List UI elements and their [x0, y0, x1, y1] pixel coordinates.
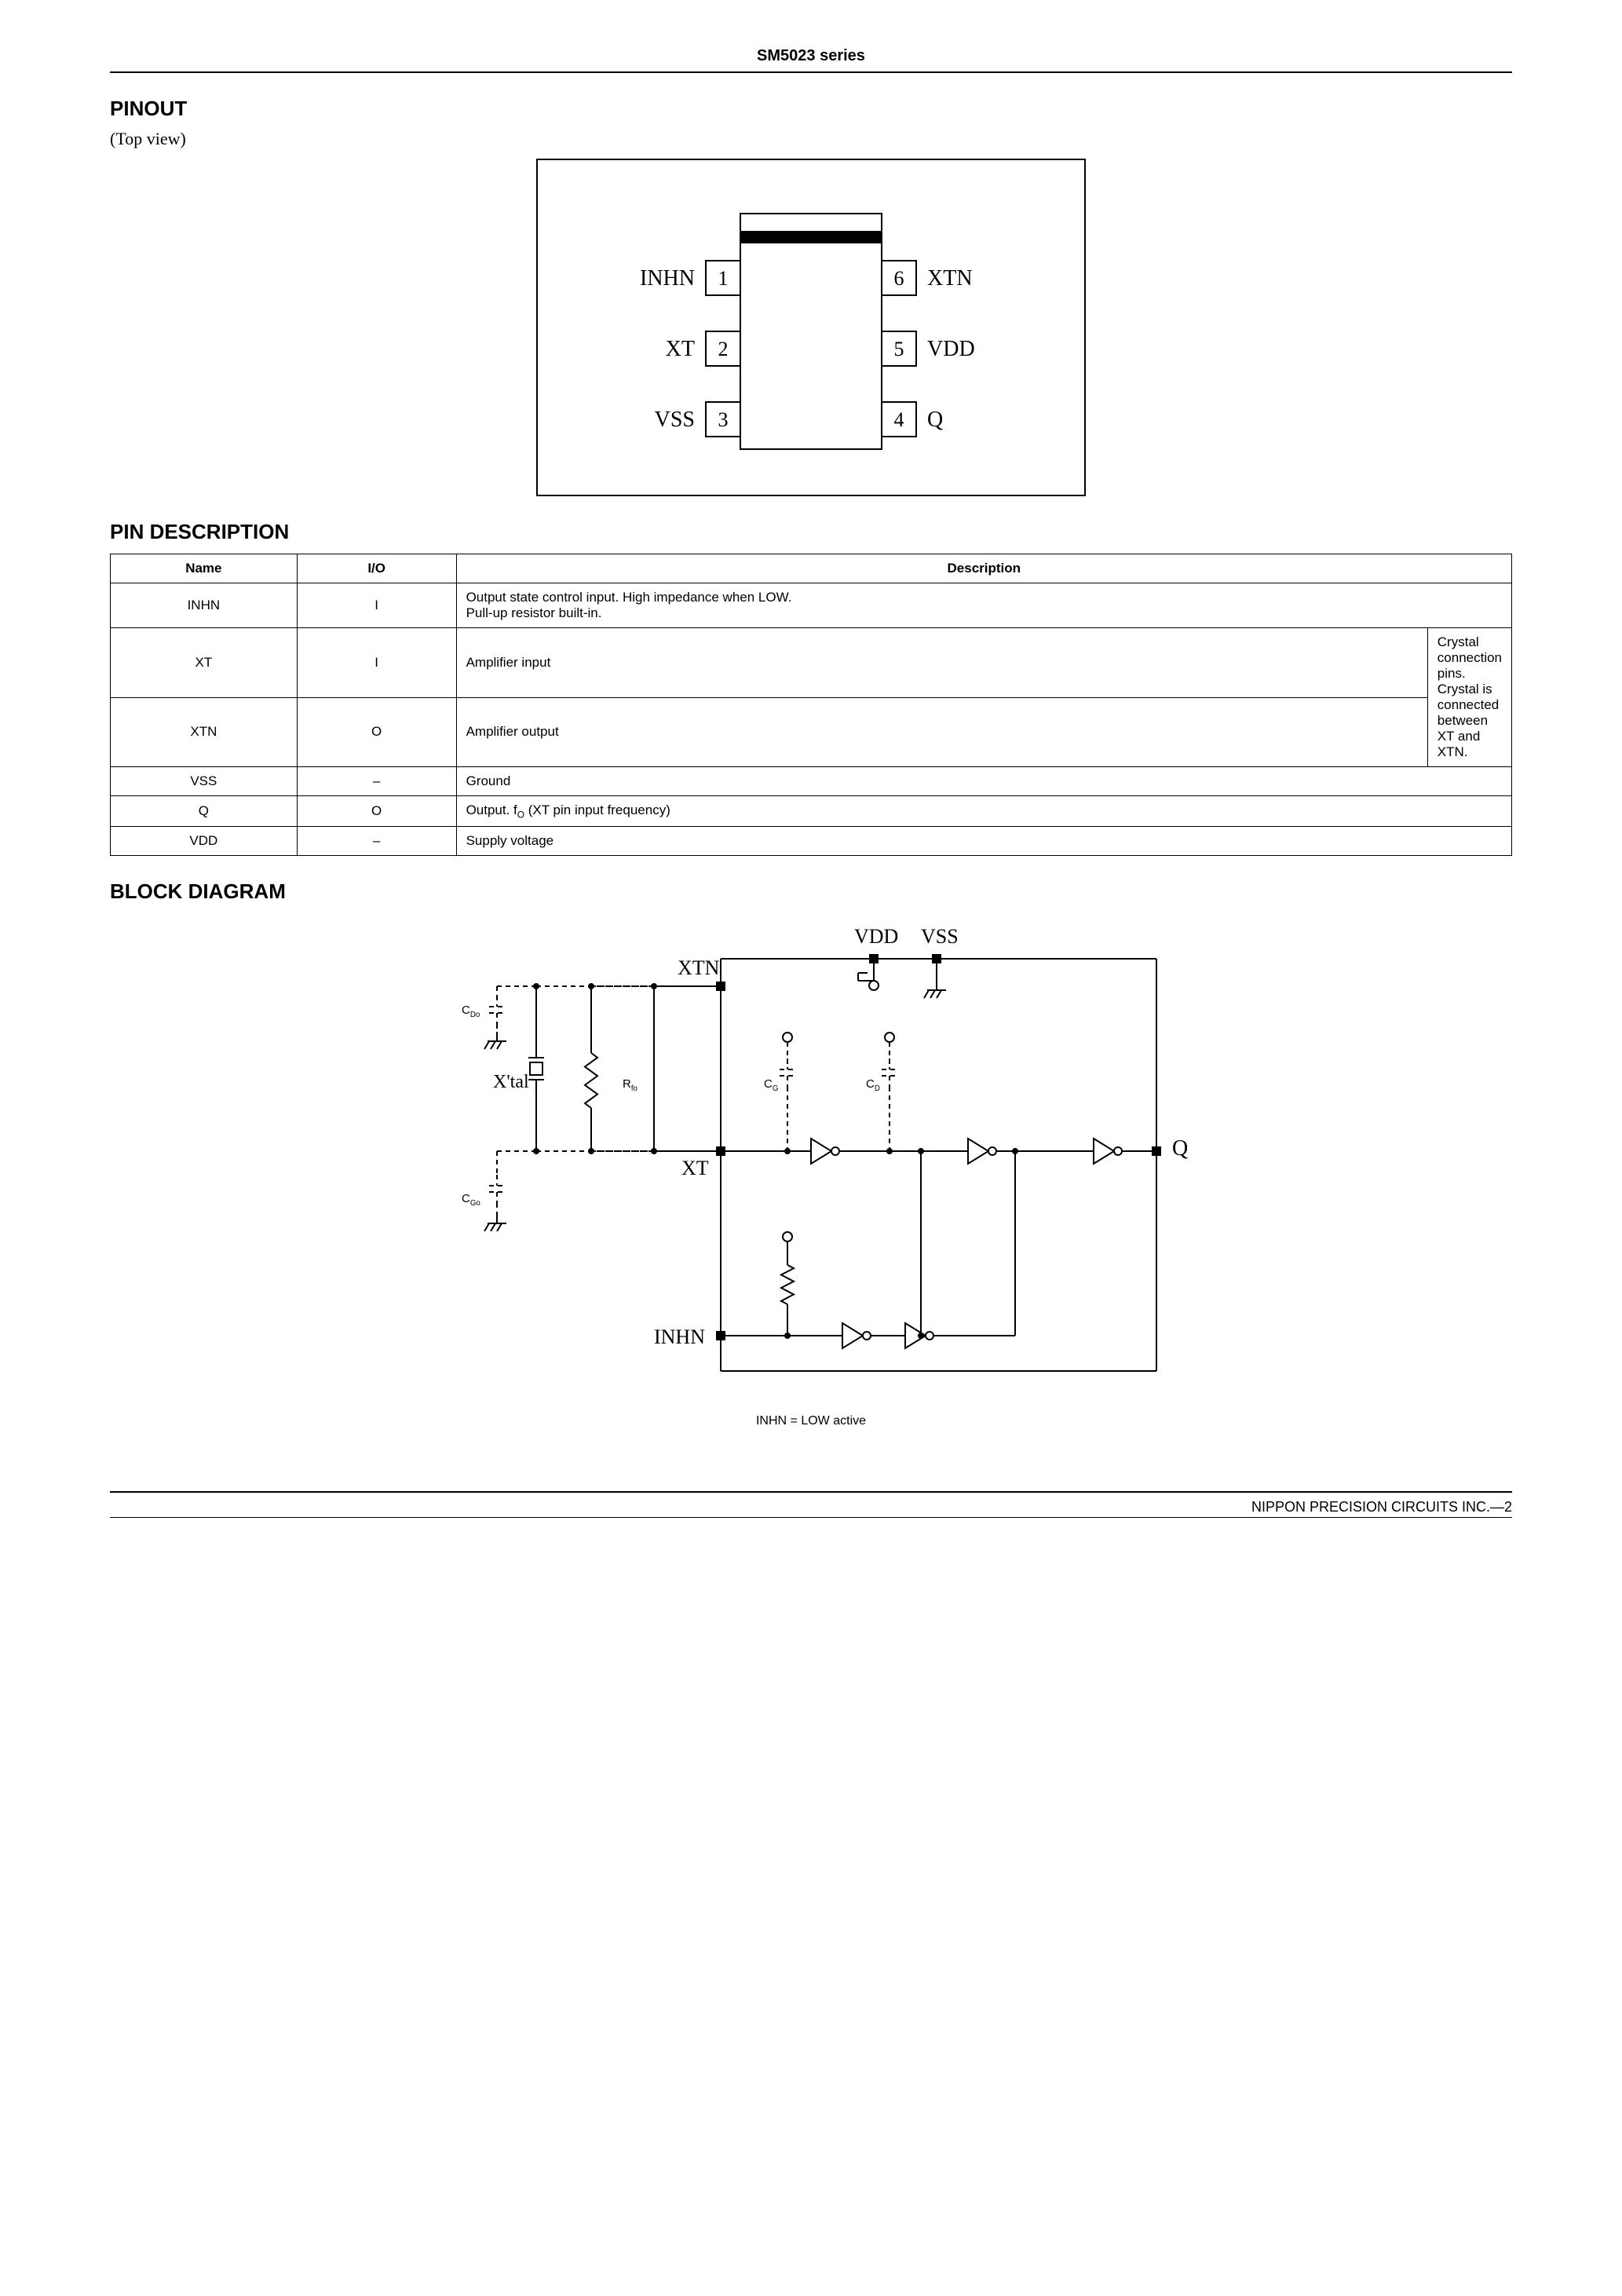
svg-text:XTN: XTN	[678, 956, 720, 979]
doc-title: SM5023 series	[757, 47, 865, 64]
svg-text:XTN: XTN	[927, 266, 973, 291]
table-header: I/O	[297, 554, 456, 583]
footer-text: NIPPON PRECISION CIRCUITS INC.—2	[1251, 1499, 1512, 1515]
page-header: SM5023 series	[110, 47, 1512, 73]
table-header: Description	[456, 554, 1511, 583]
table-row: INHNIOutput state control input. High im…	[111, 583, 1512, 628]
block-diagram-footnote: INHN = LOW active	[110, 1414, 1512, 1428]
table-row: VSS–Ground	[111, 767, 1512, 796]
table-row: XTNOAmplifier output	[111, 697, 1512, 767]
svg-text:Rfo: Rfo	[623, 1077, 638, 1093]
svg-text:5: 5	[894, 338, 904, 360]
svg-text:INHN: INHN	[640, 266, 695, 291]
svg-text:Q: Q	[1172, 1136, 1188, 1161]
pinout-subtitle: (Top view)	[110, 129, 1512, 149]
section-pindesc-title: PIN DESCRIPTION	[110, 520, 1512, 544]
table-row: VDD–Supply voltage	[111, 827, 1512, 856]
block-diagram: VDD VSS XTN XT Q INHN X'tal CDo CGo Rfo CG CD	[110, 919, 1512, 1406]
page-footer: NIPPON PRECISION CIRCUITS INC.—2	[110, 1491, 1512, 1518]
svg-text:CD: CD	[866, 1077, 880, 1093]
svg-text:XT: XT	[666, 337, 695, 361]
svg-text:VDD: VDD	[854, 925, 898, 948]
svg-text:CDo: CDo	[462, 1004, 480, 1019]
svg-text:3: 3	[718, 408, 729, 431]
svg-text:Q: Q	[927, 408, 943, 432]
svg-text:CG: CG	[764, 1077, 778, 1093]
svg-text:2: 2	[718, 338, 729, 360]
svg-text:VSS: VSS	[921, 925, 959, 948]
svg-text:VDD: VDD	[927, 337, 975, 361]
table-row: QOOutput. fO (XT pin input frequency)	[111, 796, 1512, 827]
svg-text:INHN: INHN	[654, 1325, 705, 1348]
svg-text:CGo: CGo	[462, 1192, 480, 1208]
pinout-diagram: 1 INHN 2 XT 3 VSS 6 XTN 5 VDD 4Q	[110, 159, 1512, 496]
pin-description-table: NameI/ODescription INHNIOutput state con…	[110, 554, 1512, 856]
svg-text:1: 1	[718, 267, 729, 290]
svg-text:4: 4	[894, 408, 904, 431]
svg-text:6: 6	[894, 267, 904, 290]
section-pinout-title: PINOUT	[110, 97, 1512, 121]
svg-text:XT: XT	[681, 1157, 709, 1179]
section-blockdiag-title: BLOCK DIAGRAM	[110, 879, 1512, 904]
svg-text:X'tal: X'tal	[493, 1072, 529, 1092]
svg-text:VSS: VSS	[655, 408, 695, 432]
table-header: Name	[111, 554, 298, 583]
table-row: XTIAmplifier inputCrystal connection pin…	[111, 628, 1512, 698]
